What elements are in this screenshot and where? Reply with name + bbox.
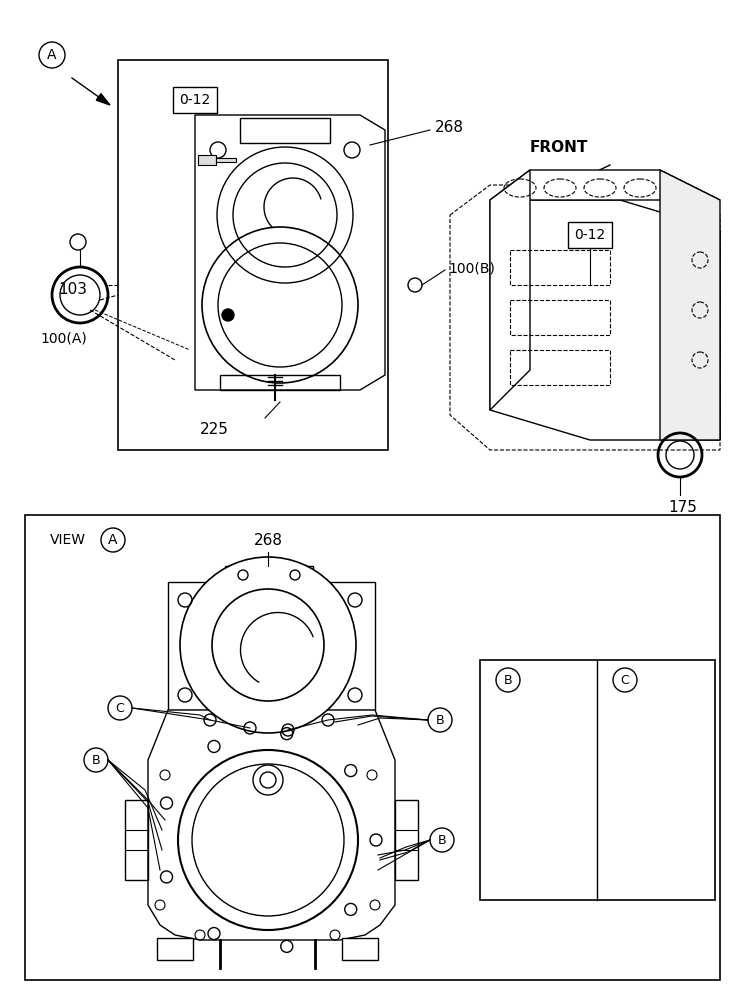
Polygon shape: [490, 170, 530, 410]
Bar: [342, 938, 378, 960]
Bar: [240, 118, 330, 143]
Text: A: A: [108, 533, 118, 547]
Text: 0-12: 0-12: [179, 93, 211, 107]
Text: B: B: [437, 834, 446, 846]
Circle shape: [222, 309, 234, 321]
Polygon shape: [490, 170, 720, 200]
Bar: [510, 250, 610, 285]
Circle shape: [180, 557, 356, 733]
Text: 268: 268: [254, 533, 283, 548]
Text: 100(B): 100(B): [448, 261, 495, 275]
Bar: [157, 938, 193, 960]
Bar: [539, 705, 561, 719]
Bar: [656, 715, 674, 727]
Text: 225: 225: [200, 422, 229, 437]
Text: 0-12: 0-12: [574, 228, 606, 242]
Text: C: C: [115, 702, 124, 714]
Text: 62(A): 62(A): [533, 879, 567, 892]
Bar: [480, 660, 715, 900]
Polygon shape: [490, 200, 720, 440]
Bar: [510, 350, 610, 385]
Polygon shape: [660, 170, 720, 440]
Bar: [173, 87, 217, 113]
Polygon shape: [96, 94, 110, 105]
Text: B: B: [436, 714, 444, 726]
Bar: [118, 60, 388, 450]
Text: 103: 103: [58, 282, 87, 297]
Circle shape: [178, 750, 358, 930]
Bar: [198, 155, 216, 165]
Text: 175: 175: [668, 500, 697, 515]
Bar: [225, 566, 313, 584]
Polygon shape: [148, 710, 395, 940]
Text: 100(A): 100(A): [40, 332, 87, 346]
Text: FRONT: FRONT: [530, 140, 589, 155]
Bar: [510, 300, 610, 335]
Text: A: A: [48, 48, 57, 62]
Polygon shape: [568, 175, 583, 185]
Bar: [216, 158, 236, 162]
Text: B: B: [92, 754, 100, 766]
Bar: [25, 515, 720, 980]
Text: 268: 268: [435, 120, 464, 135]
Text: 62(B): 62(B): [648, 879, 682, 892]
Bar: [568, 222, 612, 248]
Polygon shape: [168, 582, 375, 710]
Text: B: B: [504, 674, 513, 686]
Text: VIEW: VIEW: [50, 533, 86, 547]
Text: C: C: [620, 674, 629, 686]
